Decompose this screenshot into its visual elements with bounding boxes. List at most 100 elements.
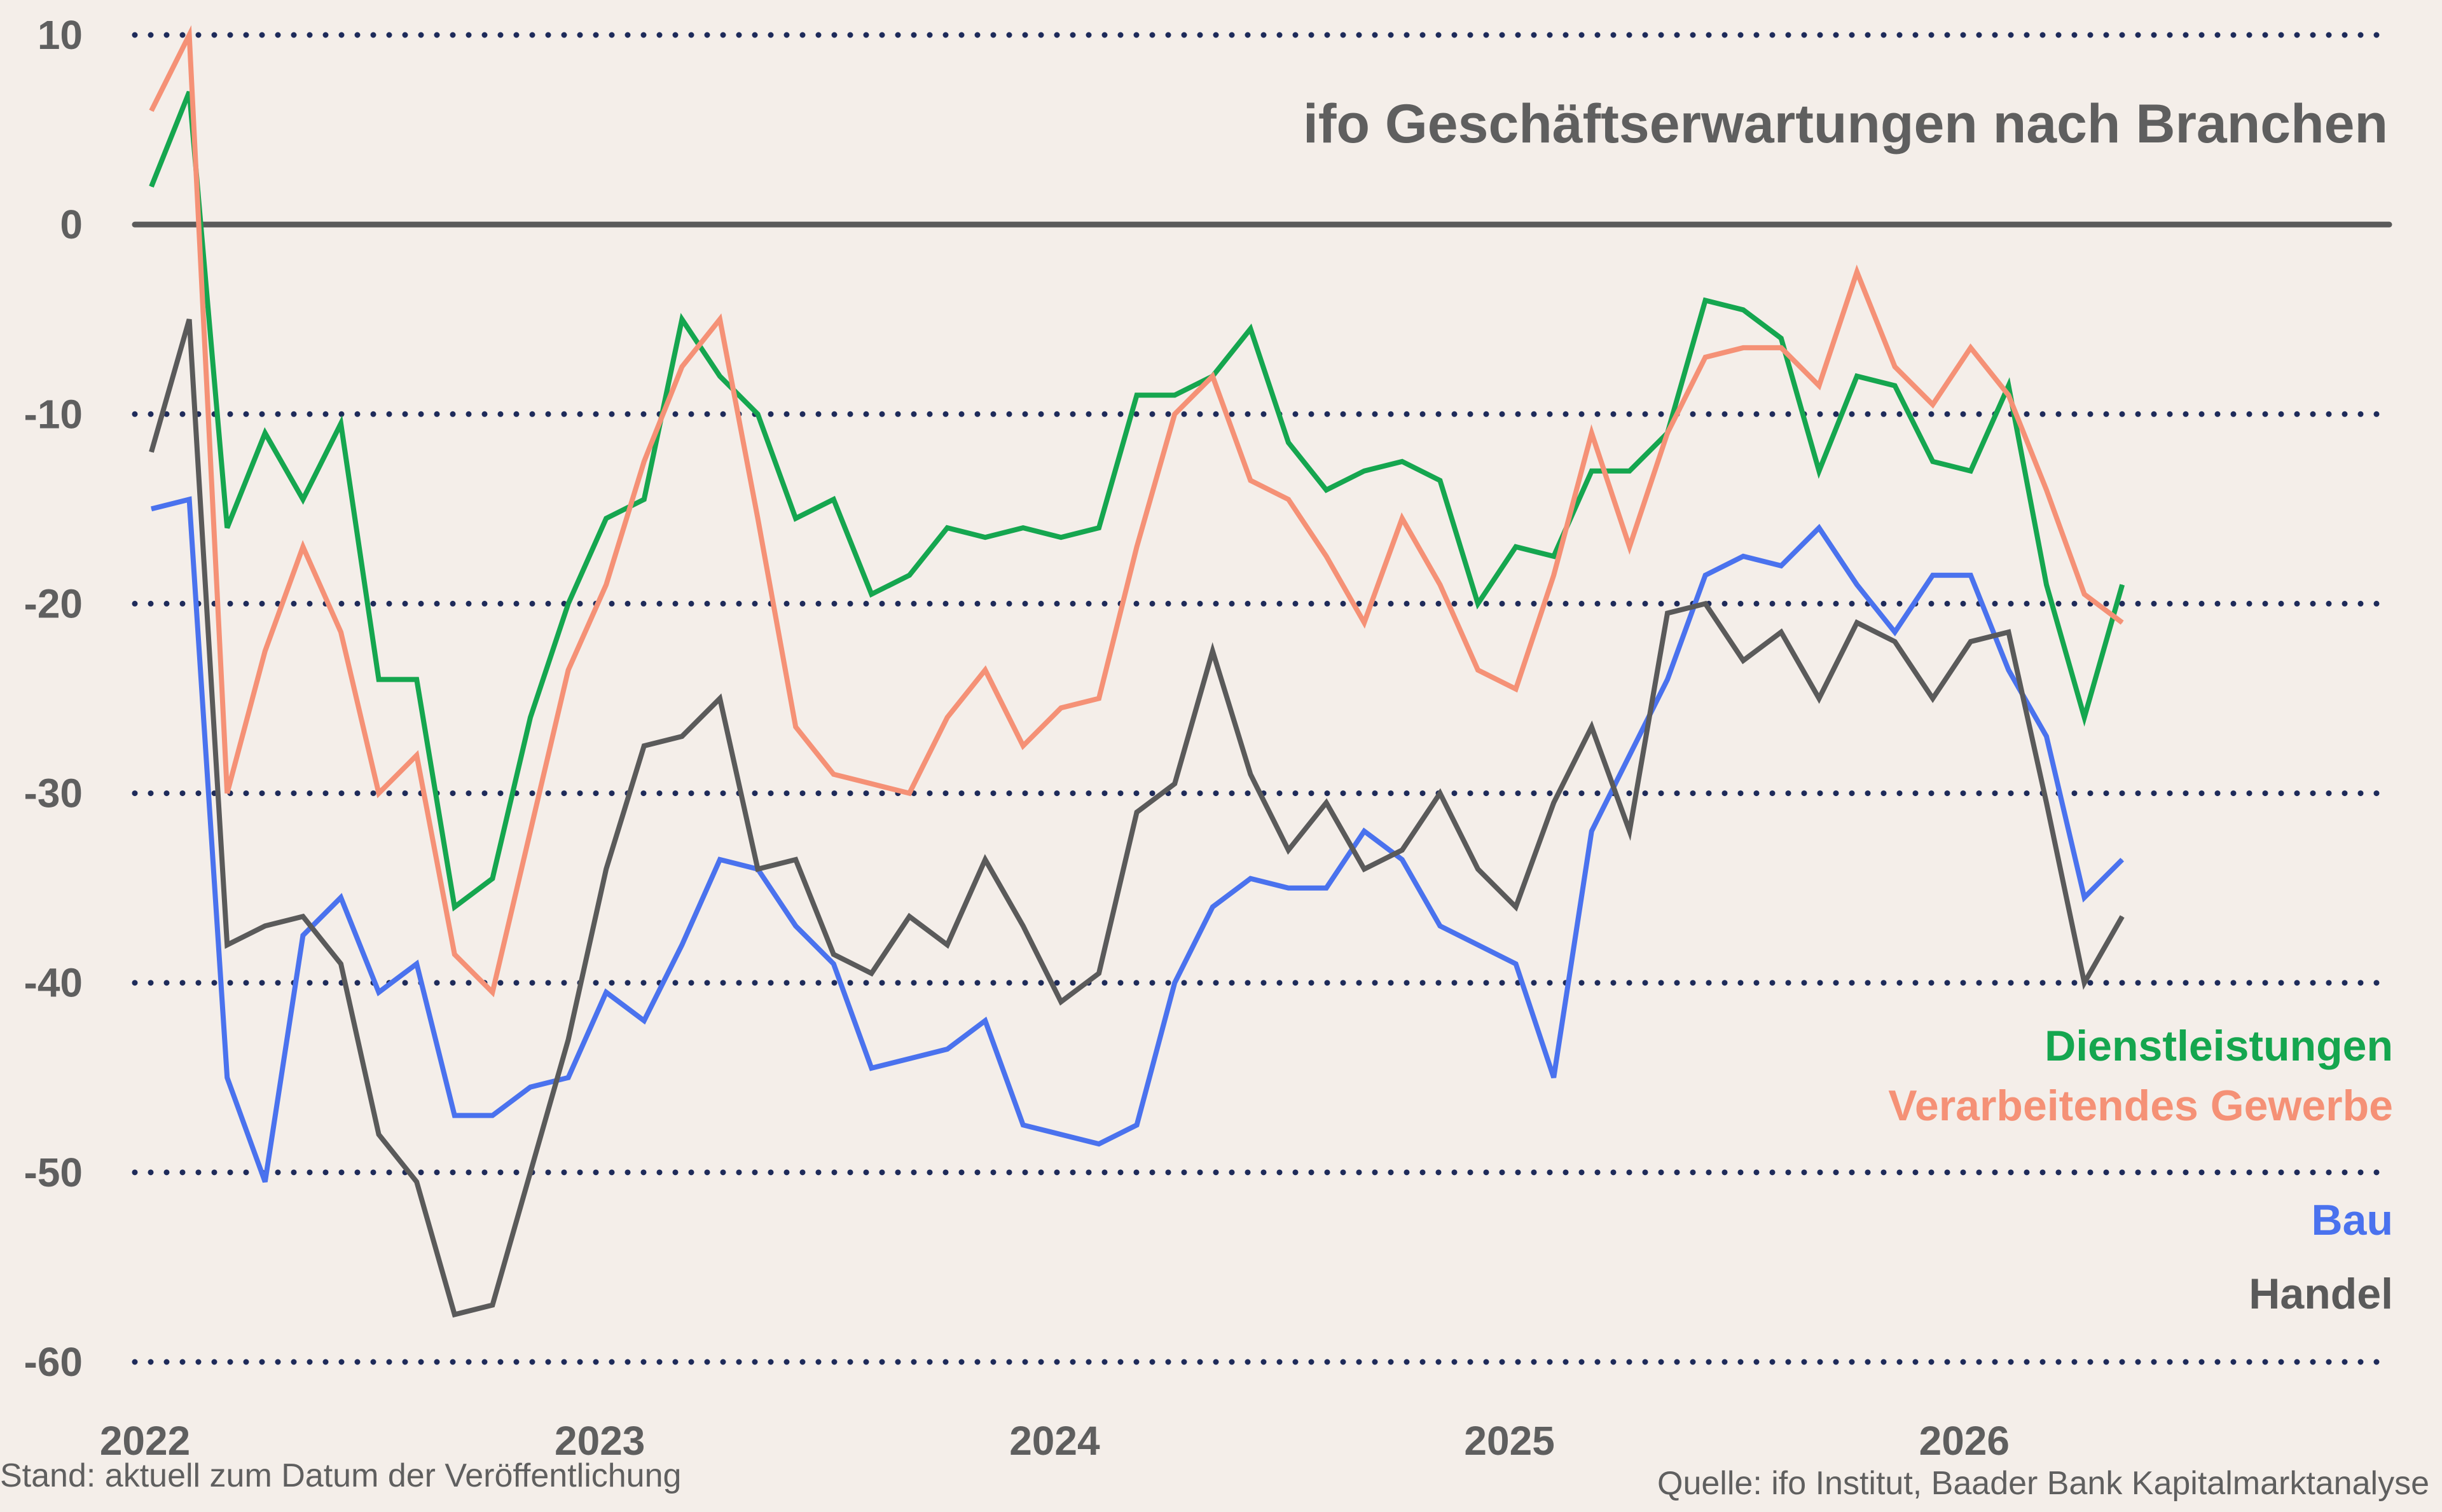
data-point bbox=[2046, 802, 2047, 803]
data-point bbox=[2121, 859, 2123, 860]
x-tick-label: 2025 bbox=[1464, 1418, 1554, 1464]
data-point bbox=[2121, 584, 2123, 586]
data-point bbox=[719, 859, 721, 860]
data-point bbox=[1856, 271, 1858, 273]
data-point bbox=[1098, 698, 1100, 699]
y-tick-label: -30 bbox=[24, 771, 83, 816]
x-tick-label: 2022 bbox=[100, 1418, 190, 1464]
data-point bbox=[871, 783, 872, 785]
data-point bbox=[1136, 811, 1138, 813]
data-point bbox=[1742, 347, 1744, 348]
data-point bbox=[1363, 830, 1365, 832]
data-point bbox=[757, 413, 759, 415]
gridlines bbox=[132, 32, 2392, 1365]
legend-item: Verarbeitendes Gewerbe bbox=[1888, 1082, 2393, 1130]
data-point bbox=[2121, 916, 2123, 917]
series-lines bbox=[149, 25, 2125, 1318]
legend: Dienstleistungen Verarbeitendes Gewerbe Ba… bbox=[1888, 1022, 2393, 1318]
data-point bbox=[1894, 385, 1896, 387]
data-point bbox=[1629, 546, 1630, 547]
data-point bbox=[2084, 717, 2085, 718]
data-point bbox=[568, 603, 569, 604]
data-point bbox=[189, 34, 190, 36]
data-point bbox=[1856, 622, 1858, 623]
data-point bbox=[909, 793, 910, 794]
data-point bbox=[1250, 480, 1251, 481]
data-point bbox=[719, 698, 721, 699]
data-point bbox=[530, 830, 531, 832]
data-point bbox=[492, 878, 493, 879]
data-point bbox=[2084, 897, 2085, 898]
data-point bbox=[189, 498, 190, 500]
data-point bbox=[1288, 498, 1289, 500]
data-point bbox=[2084, 982, 2085, 984]
data-point bbox=[909, 916, 910, 917]
legend-item: Bau bbox=[2312, 1196, 2393, 1244]
data-point bbox=[1515, 546, 1517, 547]
y-tick-label: -10 bbox=[24, 391, 83, 437]
y-tick-label: 0 bbox=[60, 202, 83, 247]
legend-item: Dienstleistungen bbox=[2045, 1022, 2393, 1070]
series-line bbox=[149, 90, 2125, 912]
data-point bbox=[2121, 622, 2123, 623]
data-point bbox=[568, 1077, 569, 1078]
data-point bbox=[984, 859, 986, 860]
data-point bbox=[1136, 546, 1138, 547]
y-tick-label: -20 bbox=[24, 581, 83, 626]
data-point bbox=[1591, 830, 1592, 832]
data-point bbox=[1326, 802, 1327, 803]
data-point bbox=[1742, 660, 1744, 661]
data-point bbox=[947, 717, 948, 718]
x-tick-label: 2023 bbox=[555, 1418, 645, 1464]
data-point bbox=[378, 992, 380, 993]
y-tick-label: -50 bbox=[24, 1150, 83, 1195]
data-point bbox=[719, 319, 721, 320]
data-point bbox=[947, 1048, 948, 1050]
data-point bbox=[1667, 612, 1668, 614]
data-point bbox=[1705, 603, 1706, 604]
data-point bbox=[454, 1115, 455, 1116]
chart-title: ifo Geschäftserwartungen nach Branchen bbox=[1303, 93, 2388, 155]
data-point bbox=[605, 584, 607, 586]
y-axis-tick-labels: 10 0 -10 -20 -30 -40 -50 -60 bbox=[24, 12, 83, 1385]
data-point bbox=[2046, 584, 2047, 586]
data-point bbox=[1363, 622, 1365, 623]
legend-item: Handel bbox=[2249, 1270, 2393, 1318]
data-point bbox=[2008, 385, 2009, 387]
data-point bbox=[151, 451, 152, 453]
data-point bbox=[378, 679, 380, 680]
data-point bbox=[605, 518, 607, 519]
y-tick-label: 10 bbox=[38, 12, 83, 58]
data-point bbox=[984, 537, 986, 538]
data-point bbox=[1970, 347, 1971, 348]
series-dienstleistungen bbox=[149, 90, 2125, 912]
data-point bbox=[151, 186, 152, 188]
y-tick-label: -40 bbox=[24, 960, 83, 1006]
data-point bbox=[1894, 366, 1896, 368]
x-tick-label: 2024 bbox=[1009, 1418, 1100, 1464]
data-point bbox=[1667, 432, 1668, 434]
data-point bbox=[1667, 679, 1668, 680]
data-point bbox=[1856, 584, 1858, 586]
data-point bbox=[530, 717, 531, 718]
series-line bbox=[149, 319, 2125, 1318]
data-point bbox=[454, 1314, 455, 1315]
data-point bbox=[1705, 299, 1706, 301]
series-verarbeitendes-gewerbe bbox=[149, 25, 2124, 998]
data-point bbox=[492, 1115, 493, 1116]
data-point bbox=[1212, 650, 1213, 652]
data-point bbox=[189, 319, 190, 320]
data-point bbox=[833, 498, 834, 500]
x-tick-label: 2026 bbox=[1919, 1418, 2010, 1464]
data-point bbox=[378, 1134, 380, 1135]
data-point bbox=[1515, 963, 1517, 965]
data-point bbox=[909, 1058, 910, 1059]
data-point bbox=[378, 793, 380, 794]
footer-right-source: Quelle: ifo Institut, Baader Bank Kapita… bbox=[1657, 1465, 2429, 1502]
data-point bbox=[833, 963, 834, 965]
series-bau bbox=[151, 496, 2125, 1183]
x-axis-tick-labels: 2022 2023 2024 2025 2026 bbox=[100, 1418, 2010, 1464]
data-point bbox=[757, 518, 759, 519]
data-point bbox=[2046, 736, 2047, 737]
